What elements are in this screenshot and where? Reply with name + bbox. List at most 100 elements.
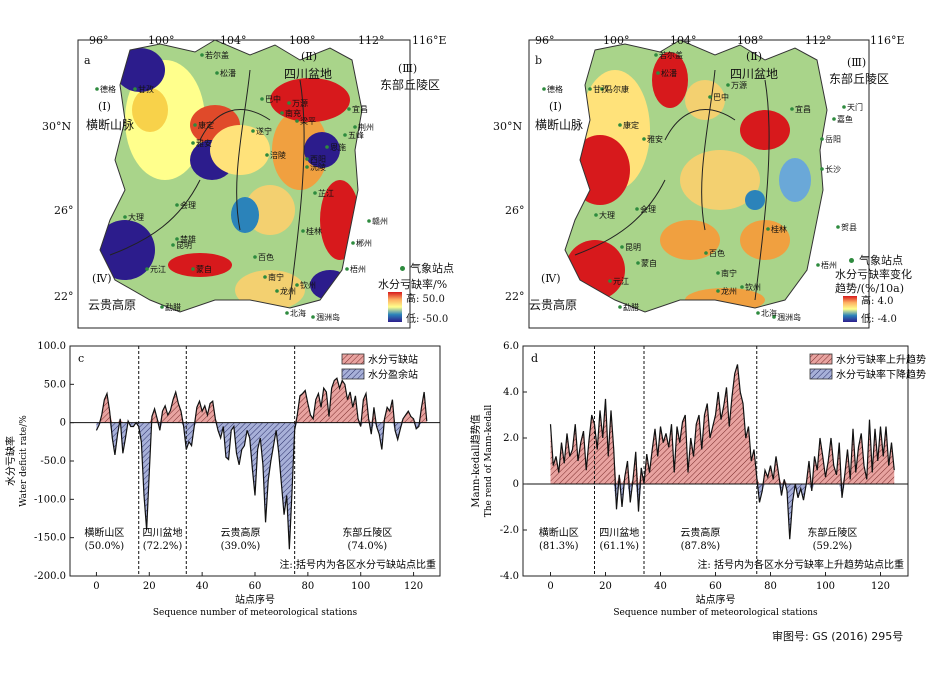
station-dot — [766, 227, 770, 231]
city-label: 南宁 — [268, 272, 284, 282]
city-label: 龙州 — [280, 286, 296, 296]
y-axis-title-cn: Mann-kedall趋势值 — [469, 414, 482, 507]
city-label: 五峰 — [348, 130, 364, 140]
map-b-lat-30: 30°N — [493, 120, 523, 133]
station-dot — [636, 261, 640, 265]
y-tick-label: 2.0 — [503, 433, 519, 444]
region-percent: (87.8%) — [681, 541, 721, 552]
city-label: 昆明 — [176, 241, 192, 250]
station-dot — [311, 315, 315, 319]
station-dot — [215, 71, 219, 75]
city-label: 涠洲岛 — [316, 312, 340, 322]
station-dot — [175, 203, 179, 207]
map-a-region-1-name: 横断山脉 — [86, 118, 135, 132]
region-label: 云贵高原 — [680, 526, 720, 539]
city-label: 蒙自 — [196, 264, 212, 274]
station-dot — [642, 137, 646, 141]
city-label: 康定 — [623, 120, 639, 130]
x-tick-label: 60 — [249, 581, 262, 592]
map-b-lon-116: 116°E — [870, 34, 905, 47]
x-tick-label: 80 — [764, 581, 777, 592]
y-tick-label: -4.0 — [500, 571, 519, 582]
region-percent: (50.0%) — [85, 541, 125, 552]
map-b-region-3-num: (Ⅲ) — [847, 56, 867, 69]
city-label: 南宁 — [721, 268, 737, 278]
map-a-region-2-num: (Ⅱ) — [301, 50, 318, 63]
x-tick-label: 60 — [709, 581, 722, 592]
city-label: 大理 — [128, 212, 144, 222]
city-label: 马尔康 — [605, 84, 629, 94]
station-dot — [305, 157, 309, 161]
city-label: 龙州 — [721, 286, 737, 296]
station-dot — [726, 83, 730, 87]
x-tick-label: 40 — [196, 581, 209, 592]
city-label: 长沙 — [825, 164, 841, 174]
station-dot — [95, 87, 99, 91]
station-dot — [842, 105, 846, 109]
map-a-lon-100: 100° — [148, 34, 175, 47]
map-a-region-1-num: (Ⅰ) — [98, 100, 111, 113]
city-label: 若尔盖 — [659, 50, 683, 60]
station-dot — [772, 315, 776, 319]
y-tick-label: -200.0 — [34, 571, 66, 582]
panel-letter: c — [78, 352, 84, 365]
city-label: 松潘 — [220, 68, 236, 78]
city-label: 贺县 — [841, 222, 857, 232]
station-dot — [347, 107, 351, 111]
station-dot — [133, 87, 137, 91]
map-a-legend-title: 水分亏缺率/% — [378, 278, 448, 291]
x-tick-label: 120 — [871, 581, 890, 592]
map-b-region-3-name: 东部丘陵区 — [829, 72, 890, 86]
city-label: 钦州 — [745, 282, 761, 292]
y-tick-label: 4.0 — [503, 387, 519, 398]
station-dot — [618, 123, 622, 127]
station-dot — [542, 87, 546, 91]
city-label: 巴中 — [265, 94, 281, 104]
x-axis-title-en: Sequence number of meteorological statio… — [153, 608, 358, 618]
map-b-lon-112: 112° — [805, 34, 832, 47]
station-dot — [175, 237, 179, 241]
city-label: 雅安 — [647, 134, 663, 144]
station-dot — [253, 255, 257, 259]
y-axis-title-cn: 水分亏缺率 — [4, 436, 17, 486]
region-percent: (74.0%) — [348, 541, 388, 552]
map-panel-a: 若尔盖 松潘 德格 甘孜 巴中 万源 南充 梁平 康定 雅安 遂宁 恩施 荆州 五峰 宜昌 涪陵 西阳 沅陵 芷江会… — [0, 0, 465, 340]
station-dot — [123, 215, 127, 219]
map-a-lon-116: 116°E — [412, 34, 447, 47]
city-label: 桂林 — [306, 226, 322, 236]
city-label: 钦州 — [300, 280, 316, 290]
x-tick-label: 20 — [143, 581, 156, 592]
positive-area — [96, 378, 427, 423]
x-tick-label: 20 — [599, 581, 612, 592]
station-dot — [200, 53, 204, 57]
station-dot — [295, 119, 299, 123]
region-label: 四川盆地 — [599, 526, 639, 539]
city-label: 甘孜 — [138, 84, 154, 94]
legend-swatch — [809, 368, 833, 380]
city-label: 楚雄 — [180, 234, 196, 244]
city-label: 康定 — [198, 120, 214, 130]
map-a-region-3-name: 东部丘陵区 — [380, 78, 441, 92]
station-dot — [740, 285, 744, 289]
city-label: 万源 — [731, 81, 747, 90]
city-label: 西阳 — [310, 155, 326, 164]
city-label: 甘孜 — [593, 84, 609, 94]
map-b-legend-title-1: 水分亏缺率变化 — [835, 268, 912, 281]
legend-swatch — [341, 368, 365, 380]
y-tick-label: -100.0 — [34, 494, 66, 505]
station-dot — [704, 251, 708, 255]
station-dot — [301, 229, 305, 233]
city-label: 芷江 — [318, 188, 334, 198]
x-tick-label: 100 — [816, 581, 835, 592]
region-label: 东部丘陵区 — [342, 526, 392, 539]
station-dot — [265, 153, 269, 157]
map-a-legend-high: 高: 50.0 — [406, 294, 445, 305]
region-label: 四川盆地 — [143, 526, 183, 539]
station-dot — [191, 267, 195, 271]
station-dot — [351, 241, 355, 245]
station-dot — [635, 207, 639, 211]
map-a-region-4-num: (Ⅳ) — [92, 272, 112, 285]
city-label: 宜昌 — [795, 104, 811, 114]
